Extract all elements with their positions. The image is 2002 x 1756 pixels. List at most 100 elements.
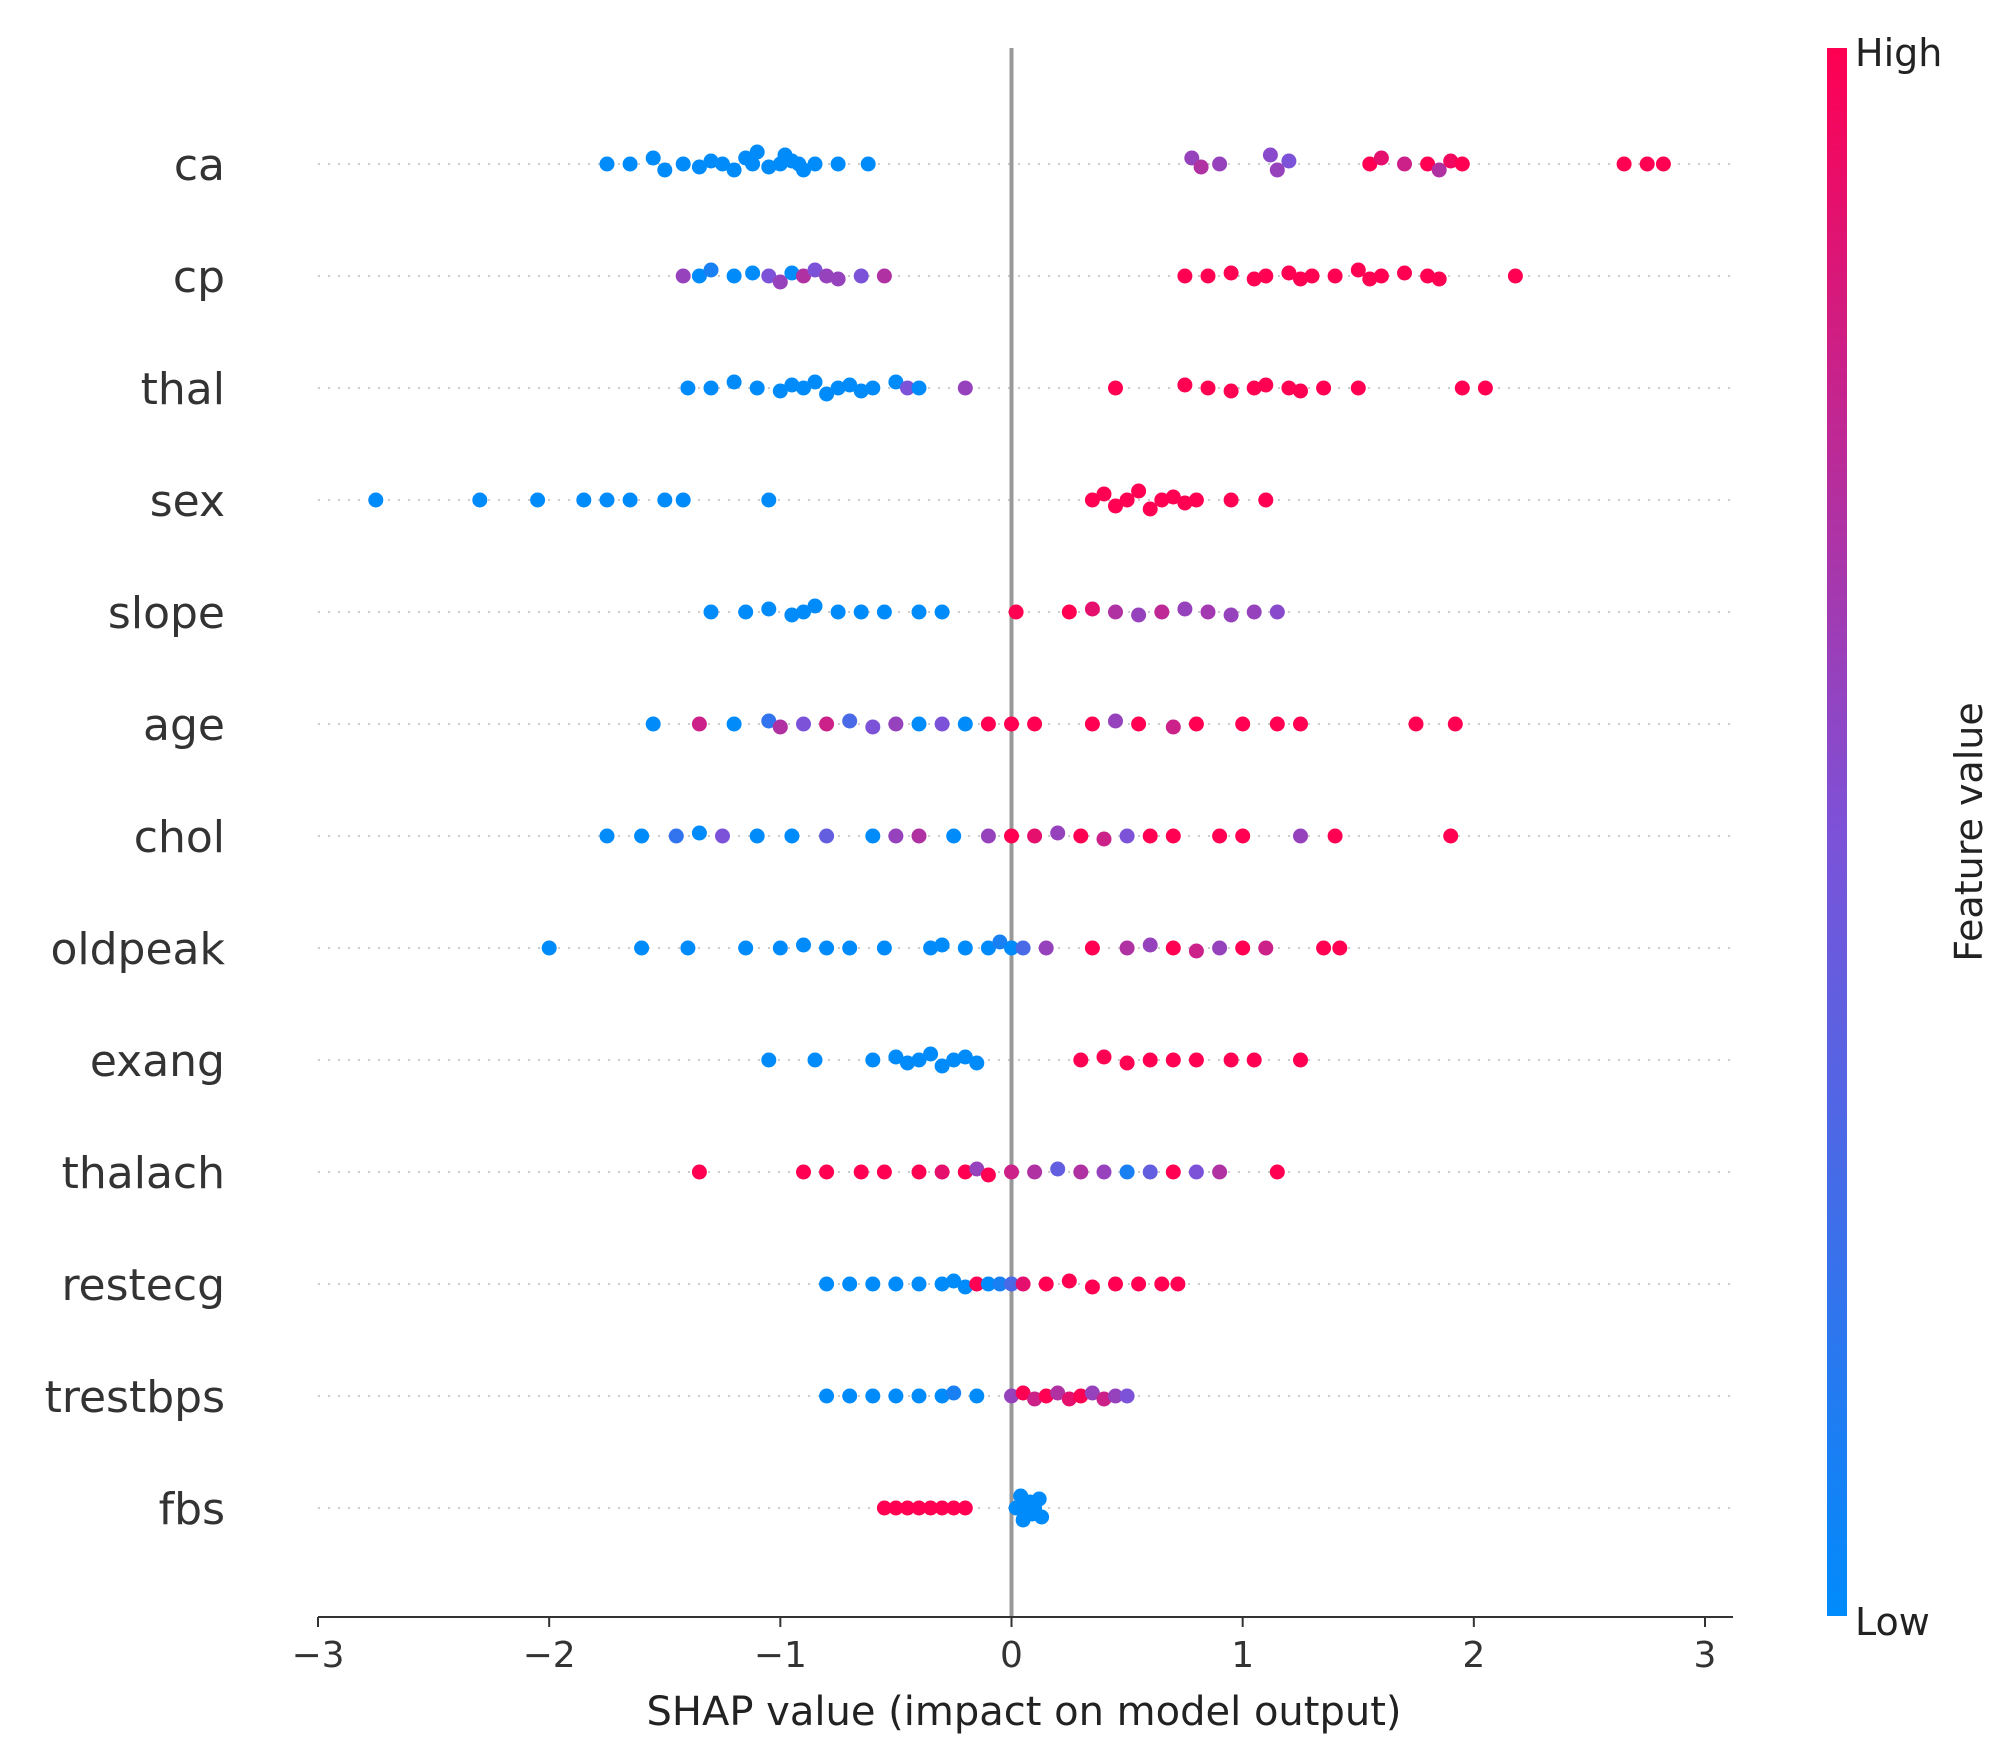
point-fbs-4	[923, 1500, 939, 1516]
point-cp-25	[1373, 268, 1389, 284]
point-ca-20	[860, 156, 876, 172]
point-exang-4	[900, 1055, 915, 1071]
point-age-19	[1165, 719, 1181, 735]
point-oldpeak-5	[796, 937, 811, 953]
point-oldpeak-14	[1004, 940, 1019, 956]
point-chol-5	[749, 828, 765, 844]
point-oldpeak-22	[1212, 940, 1228, 956]
point-chol-15	[1050, 825, 1066, 841]
point-cp-12	[853, 268, 869, 284]
point-exang-14	[1142, 1052, 1158, 1068]
point-thal-8	[819, 386, 835, 402]
feature-label-fbs: fbs	[159, 1484, 225, 1535]
point-ca-31	[1431, 162, 1447, 178]
feature-label-restecg: restecg	[61, 1260, 225, 1311]
point-fbs-16	[1034, 1509, 1050, 1525]
point-thalach-13	[1073, 1164, 1089, 1180]
point-thal-22	[1258, 377, 1274, 393]
point-oldpeak-19	[1142, 937, 1158, 953]
point-fbs-2	[900, 1500, 915, 1516]
x-tick-label-3: 0	[1000, 1635, 1023, 1676]
point-sex-6	[657, 492, 673, 508]
point-thalach-4	[876, 1164, 892, 1180]
point-sex-14	[1142, 501, 1158, 517]
point-sex-10	[1096, 486, 1112, 502]
point-restecg-10	[992, 1276, 1008, 1292]
point-age-5	[796, 716, 811, 732]
point-oldpeak-26	[1332, 940, 1348, 956]
point-thalach-10	[1004, 1164, 1019, 1180]
point-ca-12	[761, 159, 777, 175]
point-thal-1	[703, 380, 719, 396]
point-slope-13	[1084, 601, 1100, 617]
point-fbs-3	[911, 1500, 927, 1516]
feature-label-age: age	[143, 700, 225, 751]
point-trestbps-10	[1027, 1391, 1043, 1407]
point-cp-22	[1327, 268, 1343, 284]
point-exang-19	[1293, 1052, 1308, 1068]
point-thalach-9	[980, 1167, 996, 1183]
point-age-21	[1235, 716, 1251, 732]
point-ca-21	[1184, 150, 1200, 166]
point-exang-17	[1223, 1052, 1239, 1068]
point-chol-22	[1235, 828, 1251, 844]
point-sex-20	[1258, 492, 1274, 508]
point-chol-12	[980, 828, 996, 844]
x-axis-ticks: −3 −2 −1 0 1 2 3	[291, 1617, 1716, 1676]
point-cp-21	[1304, 268, 1320, 284]
point-sex-5	[622, 492, 638, 508]
colorbar-high-label: High	[1855, 31, 1942, 75]
point-fbs-15	[1031, 1491, 1047, 1507]
point-sex-4	[599, 492, 615, 508]
point-chol-2	[668, 828, 684, 844]
point-ca-36	[1655, 156, 1671, 172]
point-restecg-8	[969, 1276, 985, 1292]
point-thal-17	[1108, 380, 1123, 396]
point-thal-4	[772, 383, 788, 399]
point-oldpeak-20	[1165, 940, 1181, 956]
point-slope-2	[761, 601, 777, 617]
point-thalach-1	[796, 1164, 811, 1180]
point-chol-0	[599, 828, 615, 844]
point-chol-8	[865, 828, 881, 844]
point-fbs-1	[888, 1500, 904, 1516]
point-trestbps-3	[888, 1388, 904, 1404]
point-trestbps-15	[1084, 1385, 1100, 1401]
point-ca-0	[599, 156, 615, 172]
point-thal-15	[911, 380, 927, 396]
colorbar-title: Feature value	[1947, 702, 1991, 961]
point-oldpeak-13	[992, 934, 1008, 950]
point-chol-19	[1142, 828, 1158, 844]
point-trestbps-2	[865, 1388, 881, 1404]
feature-labels: ca cp thal sex slope age chol oldpeak exang thala…	[45, 140, 226, 1535]
point-thal-24	[1293, 383, 1308, 399]
point-trestbps-8	[1004, 1388, 1019, 1404]
point-cp-29	[1507, 268, 1523, 284]
point-thal-14	[900, 380, 915, 396]
point-ca-28	[1373, 150, 1389, 166]
point-thal-2	[726, 374, 742, 390]
point-ca-24	[1262, 147, 1278, 163]
point-age-8	[865, 719, 881, 735]
point-cp-5	[761, 268, 777, 284]
point-sex-18	[1188, 492, 1204, 508]
point-cp-2	[703, 262, 719, 278]
point-thal-16	[957, 380, 973, 396]
point-ca-32	[1443, 153, 1459, 169]
point-ca-30	[1420, 156, 1436, 172]
point-trestbps-6	[946, 1385, 962, 1401]
point-cp-18	[1258, 268, 1274, 284]
point-thal-12	[865, 380, 881, 396]
point-cp-27	[1420, 268, 1436, 284]
feature-label-thal: thal	[141, 364, 225, 415]
point-ca-23	[1212, 156, 1228, 172]
point-slope-12	[1061, 604, 1077, 620]
x-tick-label-0: −3	[291, 1635, 344, 1676]
point-slope-15	[1131, 607, 1147, 623]
point-age-14	[1004, 716, 1019, 732]
point-cp-9	[807, 262, 823, 278]
point-chol-21	[1212, 828, 1228, 844]
point-age-12	[957, 716, 973, 732]
point-trestbps-5	[934, 1388, 950, 1404]
